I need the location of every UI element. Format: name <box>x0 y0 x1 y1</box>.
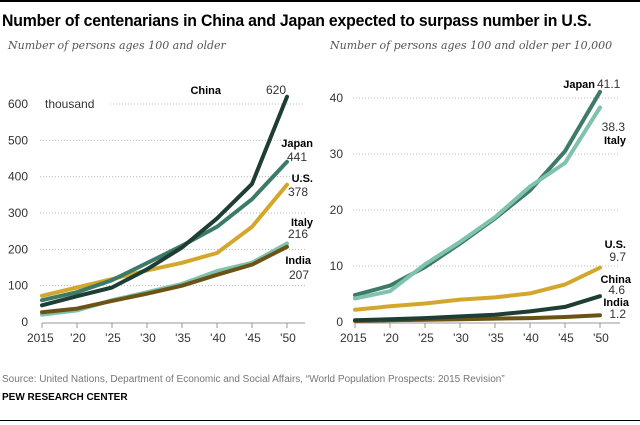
series-line-china <box>40 94 289 308</box>
series-value-india: 1.2 <box>609 307 626 321</box>
series-name-japan: Japan <box>563 79 595 91</box>
series-name-italy: Italy <box>291 217 314 229</box>
x-tick-label: 2015 <box>27 331 54 345</box>
credit-label: PEW RESEARCH CENTER <box>2 392 128 403</box>
x-tick-label: '40 <box>210 331 226 345</box>
series-name-us: U.S. <box>292 173 313 185</box>
y-tick-label: 0 <box>21 315 28 329</box>
x-tick-label: '40 <box>523 331 539 345</box>
x-tick-label: '30 <box>140 331 156 345</box>
x-tick-label: '35 <box>175 331 191 345</box>
y-tick-label: 500 <box>8 133 28 147</box>
series-line-us <box>40 182 289 298</box>
left-chart: 0 100 200 300 400 500 600 thousand 2015 '20 '25 '30… <box>8 83 314 345</box>
chart-title: Number of centenarians in China and Japa… <box>2 11 592 30</box>
y-tick-label: 20 <box>330 203 344 217</box>
series-value-italy: 38.3 <box>602 120 626 134</box>
x-tick-label: '50 <box>280 331 296 345</box>
series-line-india <box>40 244 289 315</box>
right-chart-subtitle: Number of persons ages 100 and older per… <box>330 39 613 52</box>
series-name-india: India <box>285 255 312 267</box>
series-value-japan: 41.1 <box>597 77 621 91</box>
x-tick-label: '45 <box>245 331 261 345</box>
series-name-us: U.S. <box>605 239 626 251</box>
y-tick-label: 400 <box>8 170 28 184</box>
series-line-japan <box>353 89 602 298</box>
series-name-india: India <box>603 297 630 309</box>
source-note: Source: United Nations, Department of Ec… <box>2 374 505 385</box>
x-tick-label: '50 <box>593 331 609 345</box>
series-name-china: China <box>600 274 631 286</box>
x-tick-label: 2015 <box>340 331 367 345</box>
right-chart: 0 10 20 30 40 2015 '20 '25 '30 '35 '40 '45 '50 U.S.9.… <box>330 77 632 345</box>
bottom-rule <box>0 420 640 421</box>
y-tick-label: 300 <box>8 206 28 220</box>
series-value-japan: 441 <box>287 150 307 164</box>
y-tick-label: 10 <box>330 259 344 273</box>
x-tick-label: '20 <box>383 331 399 345</box>
x-tick-label: '20 <box>70 331 86 345</box>
top-rule <box>0 0 640 2</box>
x-tick-label: '45 <box>558 331 574 345</box>
series-line-china <box>353 294 602 323</box>
x-tick-label: '25 <box>105 331 121 345</box>
series-value-china: 620 <box>266 83 286 97</box>
series-value-us: 378 <box>288 185 308 199</box>
y-tick-label: 200 <box>8 242 28 256</box>
series-line-italy <box>353 105 602 301</box>
series-value-italy: 216 <box>288 227 308 241</box>
x-tick-label: '30 <box>453 331 469 345</box>
series-name-japan: Japan <box>281 138 313 150</box>
unit-label: thousand <box>45 97 94 111</box>
series-name-china: China <box>190 85 221 97</box>
series-line-japan <box>40 159 289 303</box>
x-tick-label: '35 <box>488 331 504 345</box>
series-value-india: 207 <box>289 268 309 282</box>
series-value-china: 4.6 <box>608 283 625 297</box>
y-tick-label: 100 <box>8 279 28 293</box>
y-tick-label: 40 <box>330 91 344 105</box>
y-tick-label: 600 <box>8 97 28 111</box>
y-tick-label: 30 <box>330 147 344 161</box>
y-tick-label: 0 <box>336 315 343 329</box>
series-name-italy: Italy <box>604 135 627 147</box>
series-line-us <box>353 265 602 312</box>
x-tick-label: '25 <box>418 331 434 345</box>
left-chart-subtitle: Number of persons ages 100 and older <box>8 39 226 52</box>
series-value-us: 9.7 <box>609 250 626 264</box>
